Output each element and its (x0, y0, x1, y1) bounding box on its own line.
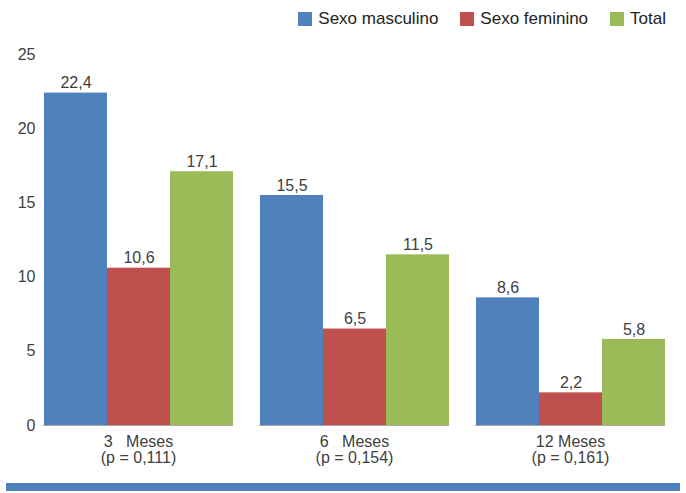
svg-text:10: 10 (18, 268, 36, 285)
svg-text:6 Meses(p = 0,154): 6 Meses(p = 0,154) (316, 433, 394, 466)
svg-text:17,1: 17,1 (186, 153, 217, 170)
svg-text:6,5: 6,5 (344, 310, 366, 327)
svg-text:5: 5 (27, 342, 36, 359)
html-text:Sexo masculino: Sexo masculino (318, 9, 439, 28)
svg-text:10,6: 10,6 (123, 249, 154, 266)
svg-text:15: 15 (18, 194, 36, 211)
svg-text:11,5: 11,5 (403, 236, 433, 253)
svg-text:22,4: 22,4 (60, 74, 91, 91)
svg-text:15,5: 15,5 (276, 177, 307, 194)
svg-text:5,8: 5,8 (623, 321, 645, 338)
svg-text:3 Meses(p = 0,111): 3 Meses(p = 0,111) (101, 433, 176, 466)
svg-text:20: 20 (18, 120, 36, 137)
svg-text:0: 0 (27, 417, 36, 434)
svg-text:8,6: 8,6 (497, 279, 519, 296)
svg-text:2,2: 2,2 (560, 374, 582, 391)
svg-text:25: 25 (18, 46, 36, 63)
html-text:Sexo feminino: Sexo feminino (480, 9, 589, 28)
svg-text:12 Meses(p = 0,161): 12 Meses(p = 0,161) (532, 433, 610, 466)
html-text:Total: Total (630, 9, 666, 28)
